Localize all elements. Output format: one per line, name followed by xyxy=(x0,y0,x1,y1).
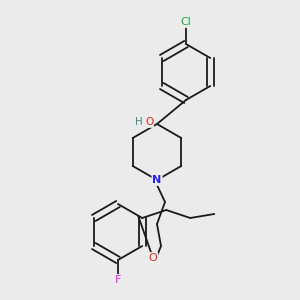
Text: H: H xyxy=(135,117,143,127)
Text: N: N xyxy=(152,175,162,185)
Text: O: O xyxy=(145,117,153,127)
Text: F: F xyxy=(115,275,121,285)
Text: Cl: Cl xyxy=(181,17,191,27)
Text: O: O xyxy=(148,253,158,263)
